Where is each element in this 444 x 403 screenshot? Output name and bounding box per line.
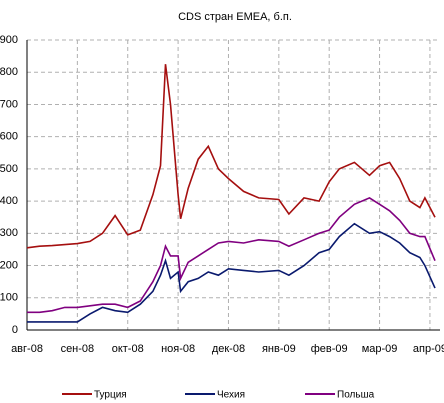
y-tick-label: 400 (0, 195, 18, 207)
legend-label: Польша (337, 390, 375, 401)
y-tick-label: 600 (0, 131, 18, 143)
x-tick-label: мар-09 (362, 343, 398, 355)
y-tick-label: 700 (0, 98, 18, 110)
x-tick-label: фев-09 (311, 343, 348, 355)
y-tick-label: 900 (0, 34, 18, 46)
series-line (27, 222, 436, 323)
y-tick-label: 200 (0, 259, 18, 271)
series-line (27, 196, 436, 314)
y-tick-label: 300 (0, 227, 18, 239)
y-tick-label: 100 (0, 292, 18, 304)
y-tick-label: 500 (0, 163, 18, 175)
legend-label: Турция (94, 390, 127, 401)
series-line (26, 64, 436, 249)
legend-label: Чехия (217, 390, 245, 401)
x-tick-label: дек-08 (212, 343, 245, 355)
x-tick-label: авг-08 (11, 343, 43, 355)
x-tick-label: апр-09 (413, 343, 444, 355)
x-tick-label: окт-08 (112, 343, 144, 355)
y-tick-label: 0 (12, 324, 18, 336)
y-tick-label: 800 (0, 66, 18, 78)
x-tick-label: янв-09 (262, 343, 296, 355)
x-tick-label: сен-08 (61, 343, 95, 355)
x-tick-label: ноя-08 (161, 343, 195, 355)
chart-title: CDS стран EMEA, б.п. (178, 11, 292, 23)
